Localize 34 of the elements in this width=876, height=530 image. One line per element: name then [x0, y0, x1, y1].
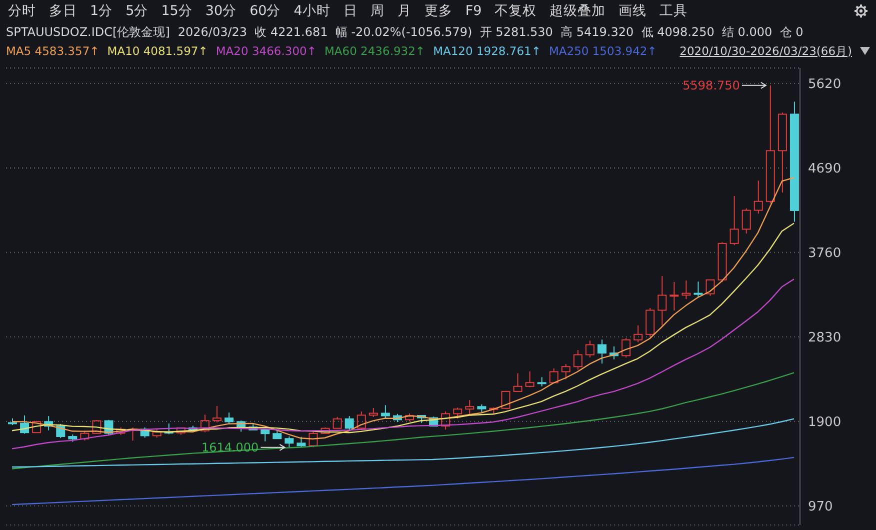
text: MA250 1503.942↑ — [548, 44, 657, 58]
text: MA60 2436.932↑ — [324, 44, 426, 58]
text: 60分 — [250, 2, 281, 20]
text: 日 — [343, 2, 358, 20]
text: 分时 — [8, 2, 36, 20]
text: 多日 — [49, 2, 77, 20]
text: 工具 — [660, 2, 688, 20]
y-tick-label: 2830 — [808, 330, 842, 346]
text: 1分 — [90, 2, 113, 20]
text: 超级叠加 — [550, 2, 606, 20]
text: 5分 — [126, 2, 148, 20]
y-tick-label: 3760 — [808, 246, 842, 262]
text: MA20 3466.300↑ — [216, 44, 316, 58]
text: 4小时 — [294, 2, 330, 20]
text: 30分 — [205, 2, 237, 20]
text: F9 — [465, 3, 482, 19]
text: 15分 — [161, 2, 192, 20]
text: 周 — [370, 2, 384, 20]
annotation: 5598.750 — [682, 78, 740, 92]
text: MA10 4081.597↑ — [107, 44, 208, 58]
y-tick-label: 4690 — [808, 162, 842, 177]
text: 画线 — [618, 2, 647, 20]
chart-title: SPTAUUSDOZ.IDC[伦敦金现] — [6, 24, 170, 40]
text: MA5 4583.357↑ — [6, 44, 100, 58]
annotation: 1614.000 — [201, 440, 259, 454]
text: 不复权 — [494, 2, 537, 20]
y-tick-label: 1900 — [808, 415, 842, 430]
text: MA120 1928.761↑ — [433, 44, 541, 58]
text: 月 — [397, 2, 412, 20]
text: 更多 — [424, 2, 452, 20]
chart-subtitle: 2026/03/23 收 4221.681 幅 -20.02%(-1056.579) 开 5281.530 高 5419.320 低 4098.250 结 0.000 仓 0 — [178, 24, 804, 40]
y-tick-label: 970 — [808, 500, 833, 515]
y-tick-label: 5620 — [808, 77, 842, 92]
text: 2020/10/30-2026/03/23(66月) — [680, 44, 852, 58]
